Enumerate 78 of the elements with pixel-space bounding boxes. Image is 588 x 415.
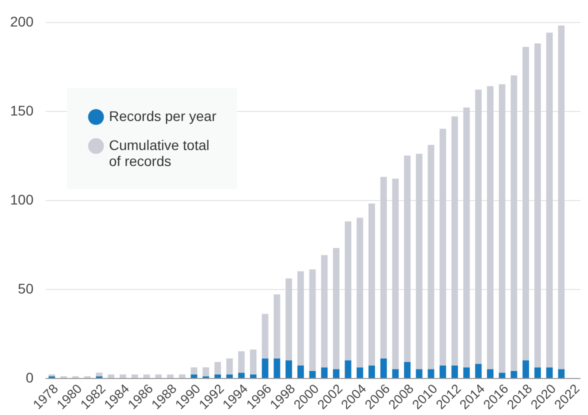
bar <box>498 84 506 373</box>
bar <box>286 360 292 378</box>
bar <box>416 154 422 370</box>
bar <box>96 372 102 376</box>
bar <box>404 362 411 378</box>
bar <box>416 369 422 378</box>
bar <box>356 367 364 378</box>
bar <box>178 374 186 378</box>
bar <box>155 374 162 378</box>
bar <box>297 271 304 366</box>
bar <box>274 294 280 358</box>
bar <box>498 372 506 378</box>
bar <box>546 367 553 378</box>
bar <box>309 269 316 371</box>
bar <box>226 358 233 374</box>
y-tick-label: 100 <box>10 192 34 208</box>
bar <box>190 374 198 378</box>
bar <box>108 374 114 378</box>
bar <box>486 86 494 370</box>
bar <box>451 366 458 378</box>
bar <box>522 46 530 360</box>
bar <box>392 369 399 378</box>
bar <box>143 374 150 378</box>
bar <box>522 360 530 378</box>
y-tick-label: 200 <box>10 14 34 30</box>
legend-label: Records per year <box>109 108 217 124</box>
bar <box>558 369 565 378</box>
bar <box>250 374 257 378</box>
bar <box>262 314 268 358</box>
bar <box>558 26 565 370</box>
bar <box>404 156 411 362</box>
bar <box>368 204 376 366</box>
bar <box>428 369 434 378</box>
bar <box>534 367 541 378</box>
bar <box>132 374 138 378</box>
bar <box>262 358 268 378</box>
y-tick-label: 0 <box>26 370 34 386</box>
bar <box>440 366 446 378</box>
bar <box>368 366 376 378</box>
legend-label: Cumulative total of records <box>109 137 210 169</box>
bar <box>475 90 482 364</box>
bar <box>475 364 482 378</box>
bar <box>463 367 470 378</box>
bar <box>356 218 364 368</box>
y-tick-label: 50 <box>18 280 34 296</box>
bar <box>534 43 541 368</box>
bar <box>274 358 280 378</box>
bar <box>463 107 470 368</box>
bar <box>202 367 210 376</box>
bar <box>190 367 198 374</box>
bar <box>309 370 316 378</box>
bar <box>546 32 553 368</box>
bar <box>238 351 245 373</box>
bar <box>510 370 518 378</box>
bar <box>286 278 292 360</box>
bar <box>214 362 221 374</box>
bar <box>428 144 434 370</box>
bar <box>344 360 352 378</box>
bar <box>451 116 458 366</box>
bar <box>297 366 304 378</box>
bar <box>321 367 328 378</box>
bar <box>392 178 399 370</box>
bar <box>440 128 446 366</box>
bar <box>332 248 340 370</box>
bar <box>120 374 126 378</box>
bar <box>344 221 352 360</box>
bar <box>226 374 233 378</box>
bar <box>486 369 494 378</box>
bar <box>250 350 257 374</box>
bar <box>214 374 221 378</box>
bar <box>380 176 387 358</box>
y-tick-label: 150 <box>10 102 34 118</box>
bar <box>321 255 328 368</box>
bar <box>332 369 340 378</box>
bar <box>380 358 387 378</box>
bar <box>167 374 174 378</box>
bar <box>510 75 518 371</box>
bar <box>238 372 245 378</box>
